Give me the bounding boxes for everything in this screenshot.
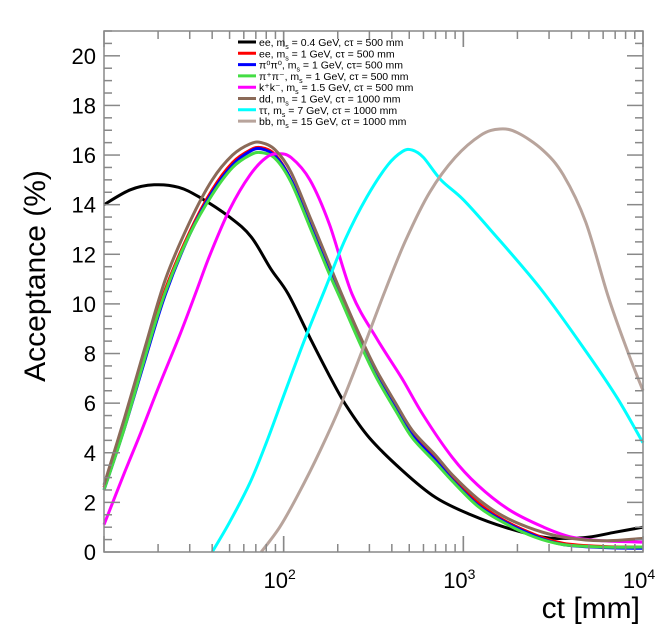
y-axis-title: Acceptance (%) [19,170,52,382]
series-line-1 [102,145,644,549]
legend-label: π⁺π⁻, ms = 1 GeV, cτ = 500 mm [259,71,409,85]
legend-label: ee, ms = 0.4 GeV, cτ = 500 mm [259,37,404,51]
series-line-6 [210,147,645,553]
y-tick-labels: 0 2 4 6 8 10 12 14 16 18 20 [72,44,96,565]
series-line-2 [102,146,644,550]
legend-label: k⁺k⁻, ms = 1.5 GeV, cτ = 500 mm [259,82,414,96]
y-tick-label: 6 [84,391,96,416]
series-line-4 [102,152,644,544]
y-tick-label: 4 [84,441,96,466]
y-tick-label: 12 [72,242,96,267]
series-line-0 [103,183,644,540]
y-tick-label: 0 [84,540,96,565]
legend-label: dd, ms = 1 GeV, cτ = 1000 mm [259,94,401,108]
y-tick-label: 14 [72,193,96,218]
legend-label: ττ, ms = 7 GeV, cτ = 1000 mm [259,105,397,119]
x-axis-title: ct [mm] [542,592,640,625]
legend-label: bb, ms = 15 GeV, cτ = 1000 mm [259,116,407,130]
legend-label: π⁰π⁰, ms = 1 GeV, cτ= 500 mm [259,60,403,74]
curves-layer [102,127,645,553]
axis-ticks [103,30,644,553]
x-tick-label: 102 [264,566,296,593]
y-tick-label: 10 [72,292,96,317]
series-line-7 [260,127,645,553]
y-tick-label: 8 [84,342,96,367]
y-tick-label: 20 [72,44,96,69]
x-tick-label: 104 [623,566,655,593]
legend-label: ee, ms = 1 GeV, cτ = 500 mm [259,48,395,62]
y-tick-label: 18 [72,93,96,118]
series-line-5 [102,140,644,543]
y-tick-label: 2 [84,490,96,515]
x-tick-label: 103 [443,566,475,593]
x-tick-labels: 102 103 104 [264,566,656,593]
y-tick-label: 16 [72,143,96,168]
series-line-3 [102,150,644,549]
